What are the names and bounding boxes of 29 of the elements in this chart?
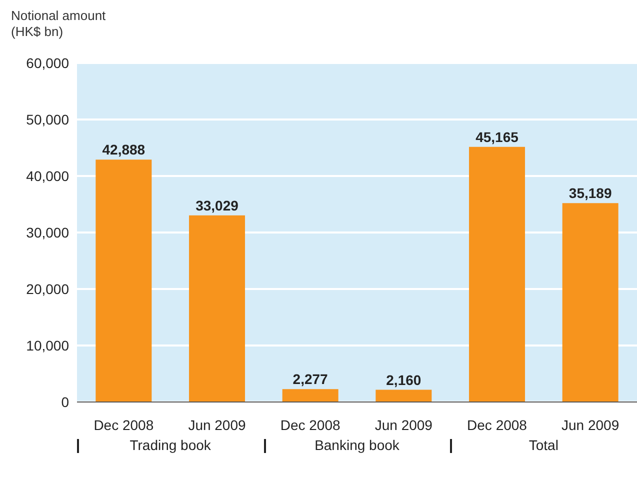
data-label: 2,160 (386, 372, 422, 388)
y-axis-title: Notional amount (HK$ bn) (11, 8, 106, 40)
x-tick-label: Jun 2009 (188, 416, 246, 433)
x-tick-label: Jun 2009 (374, 416, 433, 433)
y-tick-label: 10,000 (26, 337, 70, 354)
data-label: 45,165 (476, 128, 519, 145)
bar (562, 203, 618, 402)
data-label: 42,888 (102, 142, 146, 158)
data-label: 33,029 (196, 197, 239, 214)
y-tick-label: 40,000 (26, 168, 70, 184)
x-tick-label: Jun 2009 (562, 416, 620, 433)
x-tick-label: Dec 2008 (94, 416, 154, 433)
text: Total (528, 437, 560, 453)
x-tick-label: Dec 2008 (280, 416, 341, 433)
text: Trading book (128, 437, 212, 453)
y-tick-label: 30,000 (26, 224, 70, 240)
bar (96, 160, 152, 402)
data-label: 35,189 (568, 185, 612, 202)
x-tick-label: Dec 2008 (467, 416, 528, 433)
data-label: 2,277 (292, 371, 328, 388)
y-tick-label: 20,000 (26, 280, 70, 297)
bar (282, 389, 338, 402)
y-tick-label: 50,000 (26, 111, 70, 128)
y-tick-label: 0 (61, 394, 70, 410)
bar (469, 146, 525, 402)
y-tick-label: 60,000 (26, 54, 70, 71)
bar (189, 215, 245, 402)
text: Banking book (314, 437, 400, 453)
bar (376, 390, 432, 402)
